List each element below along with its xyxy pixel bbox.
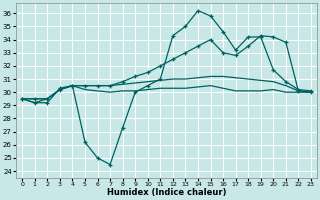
X-axis label: Humidex (Indice chaleur): Humidex (Indice chaleur)	[107, 188, 226, 197]
